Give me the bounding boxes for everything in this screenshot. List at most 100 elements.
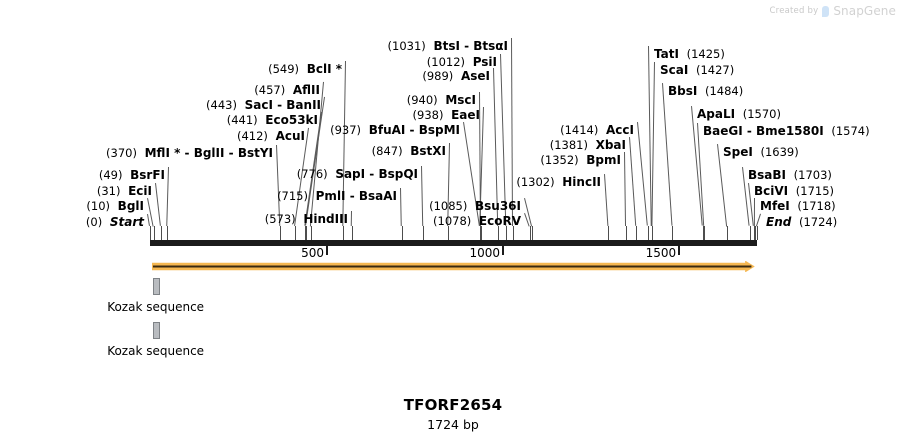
restriction-site-tick[interactable]	[448, 226, 450, 240]
restriction-site-tick[interactable]	[506, 226, 508, 240]
enzyme-position: (1715)	[795, 184, 835, 198]
enzyme-label-baegi-bme[interactable]: BaeGI - Bme1580I (1574)	[703, 125, 870, 137]
restriction-site-tick[interactable]	[754, 226, 756, 240]
restriction-site-tick[interactable]	[647, 226, 649, 240]
enzyme-name: TatI	[654, 47, 679, 61]
watermark-created-by-label: Created by	[769, 6, 819, 16]
enzyme-position: (1302)	[516, 175, 555, 189]
enzyme-name: SacI - BanII	[244, 98, 321, 112]
restriction-site-tick[interactable]	[651, 226, 653, 240]
restriction-site-tick[interactable]	[280, 226, 282, 240]
restriction-site-tick[interactable]	[150, 226, 151, 240]
restriction-site-tick[interactable]	[305, 226, 307, 240]
restriction-site-tick[interactable]	[513, 226, 514, 240]
restriction-site-tick[interactable]	[749, 226, 751, 240]
enzyme-name: BsaBI	[748, 168, 786, 182]
enzyme-position: (1425)	[686, 47, 725, 61]
enzyme-position: (1484)	[704, 84, 744, 98]
restriction-site-tick[interactable]	[532, 226, 534, 240]
enzyme-label-hincii[interactable]: (1302) HincII	[0, 176, 601, 188]
enzyme-position: (441)	[226, 113, 258, 127]
enzyme-label-mfli-bglii[interactable]: (370) MflI * - BglII - BstYI	[0, 147, 273, 159]
restriction-site-tick[interactable]	[480, 226, 482, 240]
enzyme-label-apali[interactable]: ApaLI (1570)	[697, 108, 781, 120]
enzyme-label-bbsi[interactable]: BbsI (1484)	[668, 85, 743, 97]
enzyme-label-scai[interactable]: ScaI (1427)	[660, 64, 734, 76]
restriction-site-tick[interactable]	[753, 226, 755, 240]
enzyme-name: End	[766, 215, 792, 229]
restriction-site-tick[interactable]	[626, 226, 628, 240]
restriction-site-tick[interactable]	[401, 226, 403, 240]
restriction-site-tick[interactable]	[529, 226, 531, 240]
enzyme-position: (1427)	[695, 63, 735, 77]
restriction-site-tick[interactable]	[305, 226, 307, 240]
restriction-site-tick[interactable]	[608, 226, 610, 240]
enzyme-label-pmli-bsaai[interactable]: (715) PmlI - BsaAI	[0, 190, 397, 202]
orf-arrow[interactable]	[151, 261, 756, 272]
restriction-site-tick[interactable]	[160, 226, 162, 240]
enzyme-label-xbai[interactable]: (1381) XbaI	[0, 139, 626, 151]
enzyme-label-ecorv[interactable]: (1078) EcoRV	[0, 215, 521, 227]
enzyme-position: (31)	[96, 184, 121, 198]
enzyme-name: MfeI	[760, 199, 790, 213]
enzyme-label-aflii[interactable]: (457) AflII	[0, 84, 320, 96]
enzyme-label-acui[interactable]: (412) AcuI	[0, 130, 305, 142]
enzyme-label-bsabi[interactable]: BsaBI (1703)	[748, 169, 832, 181]
restriction-site-tick[interactable]	[757, 226, 758, 240]
restriction-site-tick[interactable]	[498, 226, 500, 240]
enzyme-label-saci-banii[interactable]: (443) SacI - BanII	[0, 99, 321, 111]
feature-caption-kozak-sequence: Kozak sequence	[107, 300, 205, 314]
enzyme-label-tati[interactable]: TatI (1425)	[654, 48, 725, 60]
enzyme-label-bcivi[interactable]: BciVI (1715)	[754, 185, 834, 197]
enzyme-label-eco53ki[interactable]: (441) Eco53kI	[0, 114, 318, 126]
enzyme-position: (49)	[98, 168, 123, 182]
restriction-site-tick[interactable]	[351, 226, 353, 240]
enzyme-name: BstXI	[410, 144, 446, 158]
enzyme-label-bfuai-bspmi[interactable]: (937) BfuAI - BspMI	[0, 124, 460, 136]
restriction-site-tick[interactable]	[672, 226, 674, 240]
restriction-site-tick[interactable]	[704, 226, 706, 240]
restriction-site-tick[interactable]	[295, 226, 297, 240]
enzyme-label-start[interactable]: (0) Start	[0, 216, 144, 228]
sequence-length-label: 1724 bp	[427, 417, 479, 432]
feature-block-kozak-sequence[interactable]	[152, 322, 160, 339]
enzyme-label-eaei[interactable]: (938) EaeI	[0, 109, 480, 121]
enzyme-position: (1570)	[742, 107, 781, 121]
enzyme-label-btsi-btsai[interactable]: (1031) BtsI - BtsαI	[0, 40, 508, 52]
restriction-site-tick[interactable]	[343, 226, 345, 240]
restriction-site-tick[interactable]	[423, 226, 425, 240]
enzyme-name: PmlI - BsaAI	[315, 189, 397, 203]
enzyme-label-bstxi[interactable]: (847) BstXI	[0, 145, 446, 157]
enzyme-position: (10)	[86, 199, 111, 213]
enzyme-label-acci[interactable]: (1414) AccI	[0, 124, 634, 136]
enzyme-position: (937)	[330, 123, 362, 137]
enzyme-label-bgli[interactable]: (10) BglI	[0, 200, 144, 212]
enzyme-name: HindIII	[303, 212, 348, 226]
enzyme-label-end[interactable]: End (1724)	[766, 216, 837, 228]
enzyme-label-bsu36i[interactable]: (1085) Bsu36I	[0, 200, 521, 212]
enzyme-label-hindiii[interactable]: (573) HindIII	[0, 213, 348, 225]
enzyme-label-sapi-bspqi[interactable]: (776) SapI - BspQI	[0, 168, 418, 180]
restriction-site-tick[interactable]	[652, 226, 654, 240]
enzyme-label-bcli[interactable]: (549) BclI *	[0, 63, 342, 75]
enzyme-position: (457)	[254, 83, 286, 97]
enzyme-label-bsrfi[interactable]: (49) BsrFI	[0, 169, 165, 181]
restriction-site-tick[interactable]	[167, 226, 169, 240]
restriction-site-tick[interactable]	[727, 226, 729, 240]
enzyme-label-bpmi[interactable]: (1352) BpmI	[0, 154, 621, 166]
restriction-site-tick[interactable]	[480, 226, 482, 240]
restriction-site-tick[interactable]	[310, 226, 312, 240]
restriction-site-tick[interactable]	[702, 226, 704, 240]
enzyme-label-asei[interactable]: (989) AseI	[0, 70, 490, 82]
feature-block-kozak-sequence[interactable]	[152, 278, 160, 295]
restriction-site-tick[interactable]	[153, 226, 155, 240]
enzyme-label-msci[interactable]: (940) MscI	[0, 94, 476, 106]
enzyme-label-spei[interactable]: SpeI (1639)	[723, 146, 799, 158]
enzyme-label-mfei[interactable]: MfeI (1718)	[760, 200, 836, 212]
enzyme-label-psii[interactable]: (1012) PsiI	[0, 56, 497, 68]
enzyme-name: EcoRV	[478, 214, 521, 228]
enzyme-label-ecii[interactable]: (31) EciI	[0, 185, 152, 197]
watermark-brand-label: SnapGene	[833, 4, 896, 18]
restriction-site-tick[interactable]	[636, 226, 638, 240]
enzyme-position: (776)	[296, 167, 328, 181]
